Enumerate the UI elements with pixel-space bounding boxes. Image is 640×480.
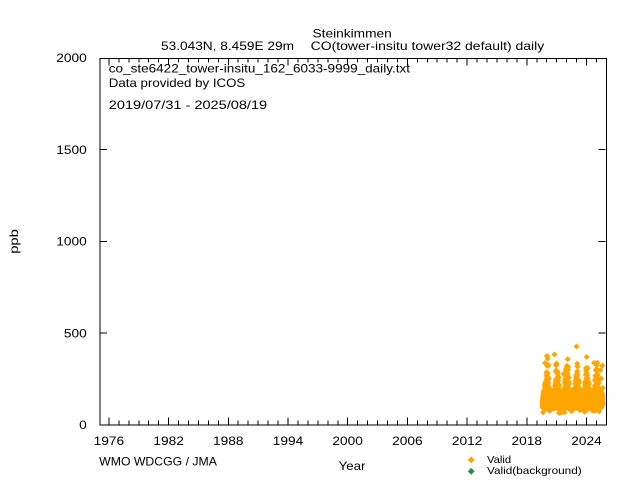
svg-text:53.043N, 8.459E 29m: 53.043N, 8.459E 29m bbox=[161, 39, 294, 53]
svg-text:Data provided by ICOS: Data provided by ICOS bbox=[109, 76, 246, 90]
svg-text:Year: Year bbox=[339, 459, 366, 473]
svg-text:CO(tower-insitu tower32 defaul: CO(tower-insitu tower32 default) daily bbox=[311, 39, 545, 53]
svg-text:co_ste6422_tower-insitu_162_60: co_ste6422_tower-insitu_162_6033-9999_da… bbox=[109, 62, 411, 76]
svg-text:1976: 1976 bbox=[94, 434, 125, 448]
svg-text:1000: 1000 bbox=[56, 235, 87, 249]
svg-text:1988: 1988 bbox=[213, 434, 244, 448]
svg-text:Valid(background): Valid(background) bbox=[487, 465, 582, 477]
svg-text:2012: 2012 bbox=[452, 434, 483, 448]
svg-text:2006: 2006 bbox=[392, 434, 423, 448]
svg-text:Valid: Valid bbox=[487, 454, 511, 466]
svg-text:2024: 2024 bbox=[571, 434, 602, 448]
svg-text:WMO WDCGG / JMA: WMO WDCGG / JMA bbox=[99, 455, 217, 469]
svg-text:500: 500 bbox=[64, 326, 87, 340]
svg-text:2018: 2018 bbox=[512, 434, 543, 448]
svg-text:1500: 1500 bbox=[56, 143, 87, 157]
svg-text:0: 0 bbox=[79, 418, 87, 432]
svg-text:2019/07/31 - 2025/08/19: 2019/07/31 - 2025/08/19 bbox=[109, 98, 268, 112]
svg-text:1994: 1994 bbox=[273, 434, 304, 448]
svg-text:2000: 2000 bbox=[332, 434, 363, 448]
svg-text:Steinkimmen: Steinkimmen bbox=[313, 27, 392, 41]
svg-text:ppb: ppb bbox=[7, 229, 21, 254]
svg-text:2000: 2000 bbox=[56, 51, 87, 65]
svg-text:1982: 1982 bbox=[153, 434, 184, 448]
